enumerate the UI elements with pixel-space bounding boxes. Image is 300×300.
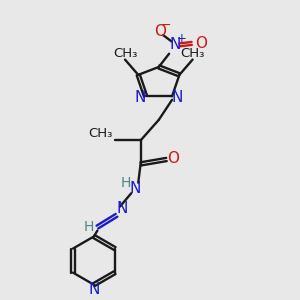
Text: N: N [116, 201, 128, 216]
Text: CH₃: CH₃ [88, 128, 112, 140]
Text: N: N [172, 90, 183, 105]
Text: N: N [135, 90, 146, 105]
Text: CH₃: CH₃ [113, 46, 137, 60]
Text: O: O [195, 36, 207, 51]
Text: O: O [154, 24, 166, 39]
Text: N: N [169, 38, 181, 52]
Text: N: N [129, 181, 140, 196]
Text: +: + [176, 32, 186, 45]
Text: N: N [88, 283, 100, 298]
Text: −: − [161, 19, 171, 32]
Text: CH₃: CH₃ [180, 46, 205, 60]
Text: H: H [83, 220, 94, 234]
Text: O: O [167, 151, 179, 166]
Text: H: H [120, 176, 130, 190]
